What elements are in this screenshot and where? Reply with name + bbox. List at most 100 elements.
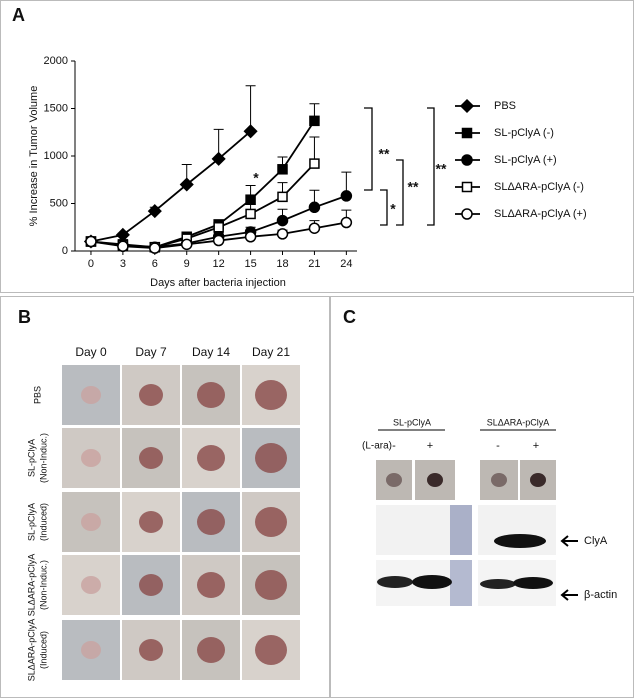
band [480, 579, 516, 589]
annotation: * [253, 170, 259, 186]
gap [472, 505, 478, 606]
tumor [197, 382, 225, 408]
marker [276, 228, 289, 240]
band [494, 534, 546, 548]
sign: + [533, 440, 539, 452]
day-label: Day 7 [135, 345, 167, 359]
marker [179, 177, 194, 192]
legend-marker [459, 98, 475, 114]
marker [276, 214, 289, 227]
tumor [386, 473, 402, 487]
legend-label: PBS [494, 100, 516, 112]
panel-label: A [12, 5, 25, 25]
blots [376, 429, 578, 606]
band [377, 576, 413, 588]
row-label: SLΔARA-pClyA [26, 619, 36, 682]
series-line [90, 120, 316, 249]
row-label: SL-pClyA [26, 439, 36, 477]
arrow [560, 589, 578, 601]
marker [340, 190, 353, 202]
x-axis-label: Days after bacteria injection [150, 277, 286, 289]
sign: - [392, 440, 396, 452]
annotation: ** [379, 146, 390, 162]
tumor [197, 572, 225, 598]
x-tick-label: 18 [276, 258, 288, 270]
legend-label: SL-pClyA (+) [494, 154, 557, 166]
sign: + [427, 440, 433, 452]
marker [340, 216, 353, 229]
tumor [139, 639, 163, 661]
marker [117, 240, 129, 252]
tumor [81, 449, 101, 467]
row-label: (Non-Induc.) [38, 560, 48, 610]
panel-label: B [18, 307, 31, 327]
tumor [255, 570, 287, 600]
marker [277, 191, 288, 203]
marker [212, 234, 225, 247]
tumor [81, 641, 101, 659]
ladder [450, 560, 472, 606]
y-axis-label: % Increase in Tumor Volume [28, 86, 40, 227]
condition-label: (L-ara) [362, 441, 392, 452]
marker [308, 201, 321, 214]
row-label: SLΔARA-pClyA [26, 554, 36, 617]
annotation: ** [408, 179, 419, 195]
marker [244, 231, 257, 243]
bracket [380, 189, 388, 226]
annotation: * [390, 201, 396, 217]
bracket [427, 107, 435, 226]
sign: - [496, 440, 500, 452]
marker [245, 194, 256, 205]
x-tick-label: 3 [120, 258, 126, 270]
tumor [255, 507, 287, 537]
significance-brackets [364, 107, 435, 226]
group-label: SL-pClyA [393, 417, 431, 427]
row-label: (Non-Induc.) [38, 433, 48, 483]
band [412, 575, 452, 589]
legend-marker [461, 181, 473, 193]
marker [213, 222, 224, 233]
panel-a-frame [0, 0, 634, 293]
bracket [396, 159, 404, 226]
marker [149, 242, 161, 254]
error-bar [245, 85, 256, 132]
tumor [530, 473, 546, 487]
marker [211, 151, 226, 166]
tumor [197, 445, 225, 471]
tumor [427, 473, 443, 487]
x-tick-label: 9 [184, 258, 190, 270]
tumor [255, 380, 287, 410]
arrow [560, 535, 578, 547]
series-line [90, 130, 252, 243]
legend-label: SLΔARA-pClyA (-) [494, 181, 584, 193]
marker [245, 208, 256, 220]
ladder [450, 505, 472, 555]
y-tick-label: 1500 [44, 102, 68, 114]
row-label: SL-pClyA [26, 503, 36, 541]
x-tick-label: 21 [308, 258, 320, 270]
band [513, 577, 553, 589]
marker [309, 115, 320, 127]
marker [180, 238, 193, 251]
y-tick-label: 500 [50, 197, 68, 209]
tumor [255, 443, 287, 473]
x-tick-label: 6 [152, 258, 158, 270]
row-label: (Induced) [38, 503, 48, 541]
tumor [491, 473, 507, 487]
band-label: ClyA [584, 535, 608, 547]
day-label: Day 0 [75, 345, 107, 359]
day-label: Day 14 [192, 345, 230, 359]
tumor [81, 576, 101, 594]
group-label: SLΔARA-pClyA [487, 417, 550, 427]
marker [309, 158, 320, 169]
annotation: ** [436, 161, 447, 177]
tumor [255, 635, 287, 665]
marker [85, 235, 97, 248]
tumor [81, 386, 101, 404]
tumor [197, 509, 225, 535]
row-label: (Induced) [38, 631, 48, 669]
row-label: PBS [32, 386, 42, 404]
legend-marker [461, 154, 473, 166]
